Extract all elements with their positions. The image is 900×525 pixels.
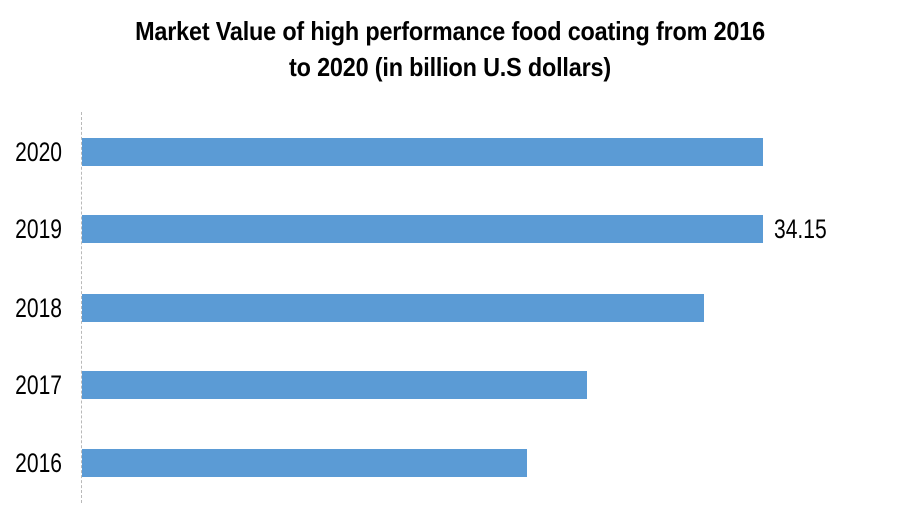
bar (82, 449, 527, 477)
y-axis-label: 2016 (15, 447, 63, 478)
y-axis-line (81, 112, 82, 503)
bar (82, 215, 763, 243)
y-axis-label: 2017 (15, 369, 63, 400)
bar (82, 138, 763, 166)
y-axis-label: 2020 (15, 136, 63, 167)
bar-row: 2018 (0, 292, 900, 323)
chart-title-line1: Market Value of high performance food co… (135, 16, 765, 46)
bar (82, 371, 587, 399)
chart-title: Market Value of high performance food co… (45, 13, 855, 85)
y-axis-label: 2019 (15, 213, 63, 244)
bar-row: 2020 (0, 136, 900, 167)
chart-title-line2: to 2020 (in billion U.S dollars) (289, 52, 611, 82)
bar-row: 2019 34.15 (0, 213, 900, 244)
bar-row: 2017 (0, 369, 900, 400)
y-axis-label: 2018 (15, 292, 63, 323)
bar-row: 2016 (0, 447, 900, 478)
data-label: 34.15 (774, 213, 827, 244)
bar (82, 294, 704, 322)
